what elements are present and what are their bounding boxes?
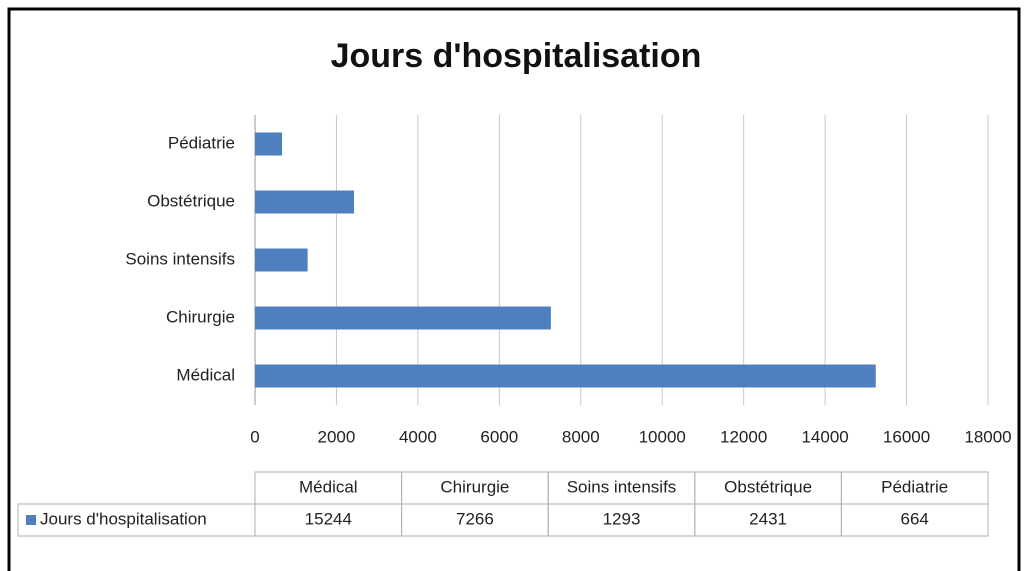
y-tick-label: Pédiatrie (168, 133, 235, 152)
x-tick-label: 16000 (883, 427, 930, 446)
bar (255, 364, 876, 388)
legend-swatch (26, 515, 36, 525)
bar (255, 190, 354, 214)
table-value: 7266 (456, 509, 494, 528)
legend-label: Jours d'hospitalisation (40, 509, 207, 528)
table-header: Chirurgie (440, 477, 509, 496)
x-tick-label: 4000 (399, 427, 437, 446)
x-tick-label: 12000 (720, 427, 767, 446)
table-header: Obstétrique (724, 477, 812, 496)
bar (255, 132, 283, 156)
table-header: Médical (299, 477, 358, 496)
y-tick-label: Soins intensifs (125, 249, 235, 268)
bar (255, 248, 308, 272)
y-tick-label: Chirurgie (166, 307, 235, 326)
table-header: Pédiatrie (881, 477, 948, 496)
bar (255, 306, 551, 330)
x-tick-label: 0 (250, 427, 259, 446)
frame (7, 7, 1021, 571)
x-tick-label: 6000 (480, 427, 518, 446)
table-header: Soins intensifs (567, 477, 677, 496)
x-tick-label: 14000 (801, 427, 848, 446)
x-tick-label: 8000 (562, 427, 600, 446)
table-cell (840, 503, 989, 537)
table-value: 1293 (603, 509, 641, 528)
y-tick-label: Obstétrique (147, 191, 235, 210)
table-value: 664 (901, 509, 929, 528)
table-value: 2431 (749, 509, 787, 528)
x-tick-label: 10000 (639, 427, 686, 446)
table-value: 15244 (305, 509, 352, 528)
x-tick-label: 2000 (318, 427, 356, 446)
chart-title: Jours d'hospitalisation (331, 37, 702, 75)
x-tick-label: 18000 (964, 427, 1011, 446)
y-tick-label: Médical (176, 365, 235, 384)
